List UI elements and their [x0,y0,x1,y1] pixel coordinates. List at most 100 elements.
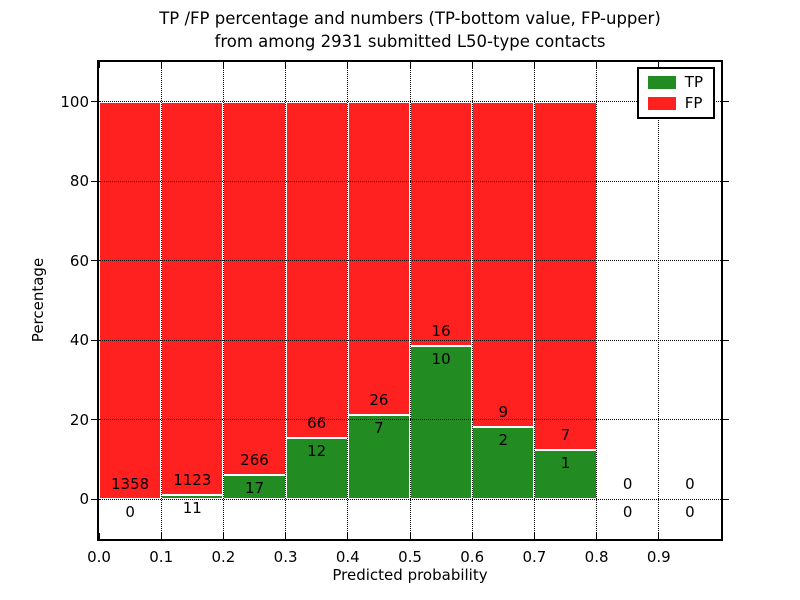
v-gridline-0.4 [347,62,349,539]
v-gridline-0.9 [658,62,660,539]
tp-count-label: 0 [685,503,695,522]
y-tick-right-40 [723,339,729,341]
tp-count-label: 10 [431,350,451,369]
x-tick-label-0.1: 0.1 [149,548,174,566]
stacked-bar-0.7 [534,101,597,500]
fp-count-label: 1358 [111,475,150,494]
fp-count-label: 266 [240,451,269,470]
legend-label-fp: FP [684,94,703,112]
v-gridline-0.6 [471,62,473,539]
x-tick-label-0.9: 0.9 [646,548,671,566]
y-tick-label-0: 0 [79,490,89,509]
y-tick-label-40: 40 [69,331,89,350]
x-tick-bottom-0.9 [658,533,660,539]
y-tick-right-0 [723,498,729,500]
x-tick-label-0.6: 0.6 [460,548,485,566]
y-tick-label-60: 60 [69,251,89,270]
fp-bar-segment [99,101,162,500]
y-tick-right-80 [723,180,729,182]
y-tick-right-100 [723,101,729,103]
y-tick-right-60 [723,260,729,262]
x-tick-label-0.0: 0.0 [87,548,111,566]
stacked-bar-0.5 [410,101,473,500]
stacked-bar-0.4 [347,101,410,500]
x-tick-label-0.7: 0.7 [522,548,547,566]
x-tick-label-0.5: 0.5 [398,548,422,566]
x-tick-top-0.9 [658,62,660,68]
fp-count-label: 26 [369,390,389,409]
x-tick-bottom-0.8 [596,533,598,539]
fp-bar-segment [410,101,473,347]
tp-count-label: 17 [244,479,265,498]
y-tick-left-20 [91,419,97,421]
x-tick-bottom-0.3 [285,533,287,539]
y-tick-label-100: 100 [60,92,89,111]
v-gridline-0.3 [285,62,287,539]
x-tick-bottom-0.1 [160,533,162,539]
tp-color-swatch [647,76,676,89]
fp-count-label: 1123 [173,471,212,490]
x-tick-top-0.0 [98,62,100,68]
tp-count-label: 0 [125,503,135,522]
tp-bar-segment [223,475,286,500]
legend-item-tp: TP [647,73,703,91]
x-tick-top-0.1 [160,62,162,68]
y-tick-left-60 [91,260,97,262]
stacked-bar-0.6 [472,101,535,500]
tp-bar-segment [285,438,348,500]
tp-count-label: 12 [307,442,327,461]
v-gridline-0.1 [160,62,162,539]
tp-count-label: 1 [560,453,571,472]
fp-count-label: 0 [685,475,695,494]
y-tick-left-80 [91,180,97,182]
x-tick-top-0.7 [533,62,535,68]
y-tick-left-40 [91,339,97,341]
v-gridline-0.8 [596,62,598,539]
tp-count-label: 0 [622,503,633,522]
x-tick-bottom-0.0 [98,533,100,539]
x-tick-label-0.4: 0.4 [335,548,360,566]
x-tick-top-0.6 [471,62,473,68]
tp-bar-segment [472,426,535,500]
y-tick-right-20 [723,419,729,421]
chart-title-line2: from among 2931 submitted L50-type conta… [214,32,606,51]
v-gridline-0.2 [222,62,224,539]
stacked-bar-0.1 [161,101,224,500]
y-tick-left-0 [91,498,97,500]
x-tick-bottom-0.7 [533,533,535,539]
fp-count-label: 16 [431,322,451,341]
stacked-bar-0.2 [223,101,286,500]
tp-bar-segment [347,414,410,500]
x-tick-label-0.8: 0.8 [584,548,609,566]
tp-count-label: 11 [182,499,202,518]
x-tick-label-0.3: 0.3 [273,548,298,566]
fp-color-swatch [647,97,676,110]
legend: TP FP [636,67,715,119]
chart-title: TP /FP percentage and numbers (TP-bottom… [49,7,771,53]
v-gridline-0.7 [533,62,535,539]
v-gridline-0.5 [409,62,411,539]
fp-count-label: 0 [622,475,633,494]
fp-count-label: 66 [307,414,327,433]
x-axis-label: Predicted probability [332,566,488,584]
plot-area: TP FP 1358 0 1123 11 266 17 66 12 26 7 16 10 9 2 7 1 0 0 0… [60,60,729,566]
y-tick-label-80: 80 [69,172,89,191]
fp-bar-segment [347,101,410,415]
legend-label-tp: TP [684,73,703,91]
x-tick-top-0.3 [285,62,287,68]
legend-item-fp: FP [647,94,703,112]
y-axis-label: Percentage [29,257,47,343]
chart-title-line1: TP /FP percentage and numbers (TP-bottom… [159,9,661,28]
fp-bar-segment [223,101,286,476]
fp-bar-segment [285,101,348,439]
tp-count-label: 2 [498,430,509,449]
x-tick-label-0.2: 0.2 [211,548,236,566]
x-tick-top-0.4 [347,62,349,68]
x-tick-bottom-0.4 [347,533,349,539]
fp-count-label: 7 [560,425,571,444]
x-tick-top-0.2 [222,62,224,68]
fp-count-label: 9 [498,402,509,421]
tp-count-label: 7 [374,418,384,437]
stacked-bar-0 [99,101,162,500]
